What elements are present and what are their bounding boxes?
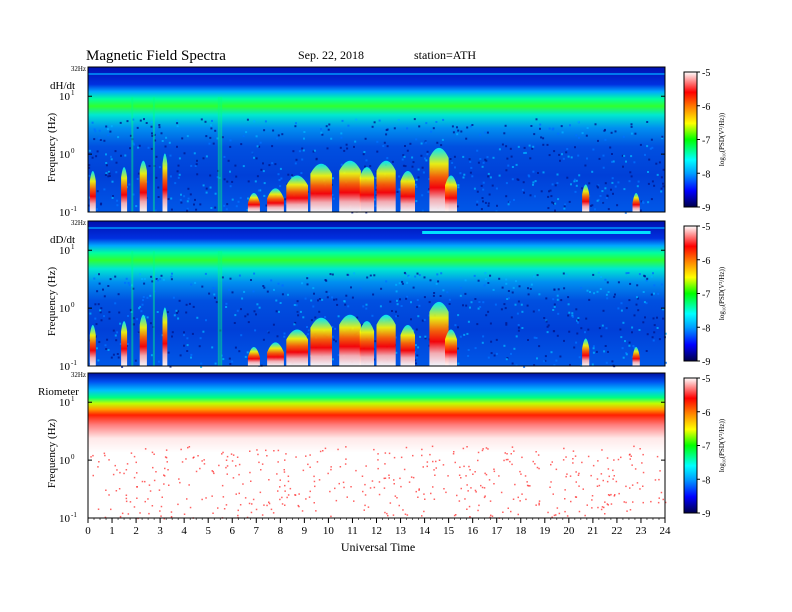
y-tick-exponent: 1 (71, 395, 75, 403)
x-tick-label: 9 (302, 525, 308, 537)
y-axis-label: Frequency (Hz) (46, 419, 58, 489)
x-tick-label: 12 (371, 525, 382, 537)
colorbar-label: log₁₀(PSD(V²/Hz)) (718, 112, 726, 166)
x-tick-label: 15 (443, 525, 455, 537)
x-tick-label: 21 (587, 525, 598, 537)
y-tick-top: 32Hz (71, 371, 86, 379)
x-tick-label: 6 (230, 525, 236, 537)
colorbar-tick: -7 (702, 290, 710, 301)
x-tick-label: 19 (539, 525, 551, 537)
x-axis-label: Universal Time (341, 540, 415, 554)
y-tick-exponent: 1 (71, 89, 75, 97)
y-tick-exponent: 0 (71, 301, 75, 309)
x-tick-label: 3 (157, 525, 163, 537)
x-tick-label: 1 (109, 525, 115, 537)
y-tick-top: 32Hz (71, 65, 86, 73)
y-axis-label: Frequency (Hz) (46, 267, 58, 337)
x-tick-label: 17 (491, 525, 503, 537)
x-tick-label: 16 (467, 525, 479, 537)
colorbar-tick: -8 (702, 475, 710, 486)
x-tick-label: 23 (635, 525, 647, 537)
y-axis-label: Frequency (Hz) (46, 113, 58, 183)
x-tick-label: 11 (347, 525, 358, 537)
x-tick-label: 13 (395, 525, 407, 537)
y-tick-label: 10 (59, 149, 71, 161)
x-tick-label: 7 (254, 525, 260, 537)
colorbar (683, 225, 698, 362)
x-tick-label: 18 (515, 525, 527, 537)
station-label: station=ATH (414, 48, 476, 62)
colorbar-tick: -5 (702, 68, 710, 79)
y-tick-top: 32Hz (71, 219, 86, 227)
y-tick-label: 10 (59, 91, 71, 103)
colorbar (683, 71, 698, 208)
colorbar-tick: -5 (702, 222, 710, 233)
x-tick-label: 2 (133, 525, 139, 537)
y-tick-label: 10 (59, 207, 71, 219)
colorbar-tick: -5 (702, 374, 710, 385)
x-tick-label: 4 (181, 525, 187, 537)
panel-label: dD/dt (50, 234, 75, 246)
y-tick-exponent: -1 (71, 511, 77, 519)
figure-title: Magnetic Field Spectra (86, 48, 226, 64)
pulsation-bursts (89, 147, 640, 212)
spectrogram-background (88, 373, 665, 518)
x-tick-label: 8 (278, 525, 284, 537)
date-label: Sep. 22, 2018 (298, 48, 364, 62)
y-tick-exponent: -1 (71, 359, 77, 367)
y-tick-exponent: 1 (71, 243, 75, 251)
colorbar-label: log₁₀(PSD(V²/Hz)) (718, 418, 726, 472)
panel-label: Riometer (38, 386, 79, 398)
x-tick-label: 5 (205, 525, 211, 537)
colorbar-label: log₁₀(PSD(V²/Hz)) (718, 266, 726, 320)
colorbar-tick: -9 (702, 203, 710, 214)
colorbar-tick: -9 (702, 357, 710, 368)
x-tick-label: 24 (660, 525, 672, 537)
x-tick-label: 10 (323, 525, 335, 537)
y-tick-label: 10 (59, 361, 71, 373)
colorbar-tick: -8 (702, 323, 710, 334)
x-tick-label: 14 (419, 525, 431, 537)
y-tick-exponent: 0 (71, 453, 75, 461)
colorbar-tick: -6 (702, 408, 710, 419)
colorbar-tick: -8 (702, 169, 710, 180)
panel-frame (87, 220, 666, 367)
panel-label: dH/dt (50, 80, 75, 92)
colorbar (683, 377, 698, 514)
colorbar-tick: -9 (702, 509, 710, 520)
x-axis: 0 1 2 3 4 5 6 7 8 9 10 11 12 13 14 15 16 17 18 19 20 21 22 23 24 (85, 518, 671, 537)
y-tick-label: 10 (59, 303, 71, 315)
spectrogram-texture (88, 117, 665, 214)
x-tick-label: 22 (611, 525, 622, 537)
spectrogram-texture (90, 445, 667, 520)
x-tick-label: 0 (85, 525, 91, 537)
x-tick-label: 20 (563, 525, 575, 537)
y-tick-label: 10 (59, 245, 71, 257)
y-tick-label: 10 (59, 455, 71, 467)
colorbar-tick: -7 (702, 442, 710, 453)
y-tick-exponent: 0 (71, 147, 75, 155)
colorbar-tick: -7 (702, 136, 710, 147)
y-tick-label: 10 (59, 397, 71, 409)
panel-frame (87, 66, 666, 213)
y-tick-exponent: -1 (71, 205, 77, 213)
pulsation-bursts (89, 301, 640, 366)
colorbar-tick: -6 (702, 256, 710, 267)
y-tick-label: 10 (59, 513, 71, 525)
colorbar-tick: -6 (702, 102, 710, 113)
